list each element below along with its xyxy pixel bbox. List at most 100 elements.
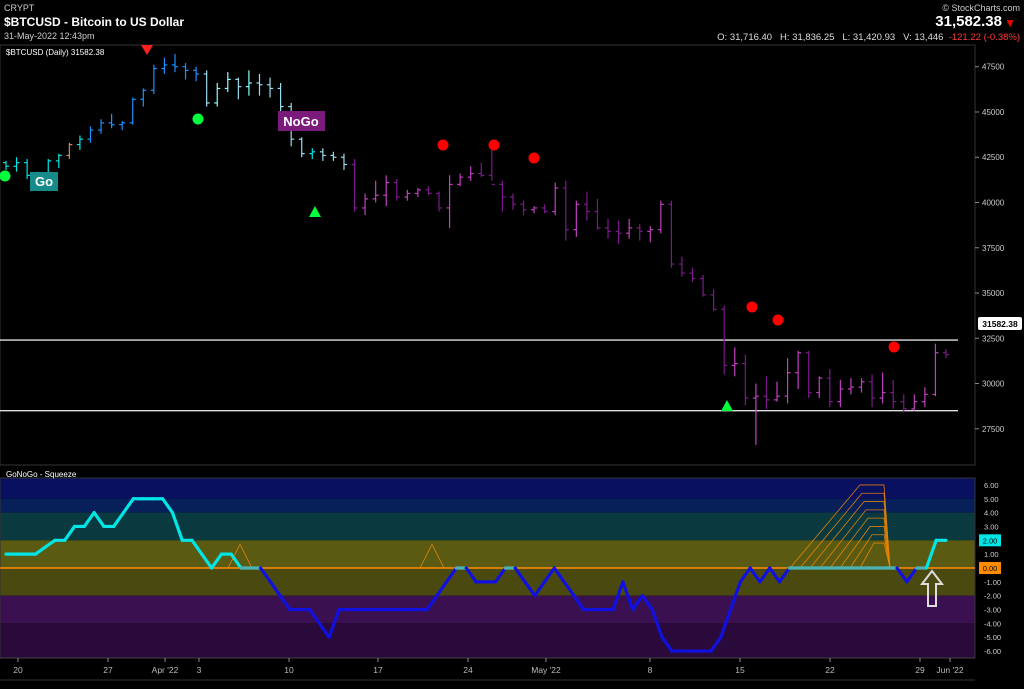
ohlc-bar <box>267 77 274 98</box>
x-tick-label: 27 <box>103 665 113 675</box>
ohlc-bar <box>700 274 707 297</box>
ohlc-bar <box>657 200 664 234</box>
ohlc-bar <box>552 182 559 216</box>
ohlc-bar <box>826 369 833 408</box>
osc-y-tick-label: 6.00 <box>984 481 999 490</box>
oscillator-line-segment <box>513 566 527 584</box>
x-tick-label: 3 <box>197 665 202 675</box>
squeeze-cone-line <box>859 542 891 569</box>
ohlc-bar <box>340 153 347 170</box>
price-y-tick-label: 47500 <box>982 63 1005 72</box>
nogo-red-dot <box>488 139 500 151</box>
osc-y-tick-label: 5.00 <box>984 495 999 504</box>
oscillator-line-segment <box>709 635 723 653</box>
x-tick-label: 20 <box>13 665 23 675</box>
ohlc-bar <box>721 305 728 375</box>
oscillator-line-segment <box>621 580 635 612</box>
oscillator-line-segment <box>777 566 791 584</box>
ohlc-bar <box>362 193 369 216</box>
price-y-tick-label: 42500 <box>982 153 1005 162</box>
oscillator-band <box>0 498 975 513</box>
squeeze-cone-line <box>839 526 891 569</box>
ohlc-bar <box>531 206 538 214</box>
nogo-label-box <box>278 111 325 131</box>
ohlc-bar <box>457 173 464 187</box>
ohlc-bar <box>309 148 316 160</box>
ohlc-bar <box>784 358 791 404</box>
x-tick-label: 10 <box>284 665 294 675</box>
ohlc-bar <box>478 162 485 178</box>
ohlc-bar <box>615 220 622 245</box>
oscillator-line-segment <box>445 566 459 584</box>
ohlc-bar <box>509 193 516 210</box>
oscillator-line-segment <box>43 538 57 549</box>
last-price: 31,582.38 <box>935 13 1002 30</box>
ohlc-bar <box>573 200 580 237</box>
ohlc-bar <box>900 394 907 413</box>
oscillator-line-segment <box>92 511 106 529</box>
osc-y-tick-label: 3.00 <box>984 522 999 531</box>
ohlc-bar <box>3 160 9 170</box>
small-squeeze-cone <box>227 543 253 569</box>
osc-y-tick-label: -4.00 <box>984 619 1001 628</box>
x-tick-label: 24 <box>463 665 473 675</box>
oscillator-line-segment <box>307 607 321 625</box>
ohlc-bar <box>161 57 168 74</box>
oscillator-line-segment <box>768 566 782 584</box>
ohlc-bar <box>182 63 189 80</box>
high-value: H: 31,836.25 <box>780 32 835 43</box>
ohlc-bar <box>541 204 548 214</box>
ohlc-bar <box>140 88 147 107</box>
nogo-red-dot <box>437 139 449 151</box>
ohlc-bar <box>742 354 749 406</box>
ohlc-bar <box>298 137 305 158</box>
symbol-title: $BTCUSD - Bitcoin to US Dollar <box>4 15 185 29</box>
ohlc-bar <box>193 66 200 82</box>
oscillator-line-segment <box>170 511 184 542</box>
oscillator-band <box>0 512 975 541</box>
oscillator-line-segment <box>552 566 566 584</box>
squeeze-cone <box>227 484 891 569</box>
oscillator-line-segment <box>895 566 909 584</box>
ohlc-bar <box>869 374 876 408</box>
nogo-red-dot <box>888 341 900 353</box>
osc-y-tick-label: -3.00 <box>984 606 1001 615</box>
change-value: -121.22 (-0.38%) <box>948 32 1020 43</box>
oscillator-line-segment <box>268 580 282 598</box>
oscillator-line-segment <box>425 594 439 612</box>
ohlc-readout: O: 31,716.40 H: 31,836.25 L: 31,420.93 V… <box>717 32 1020 43</box>
osc-y-tick-label: 1.00 <box>984 550 999 559</box>
oscillator-line-segment <box>562 580 576 598</box>
ohlc-bar <box>837 379 844 408</box>
oscillator-line-segment <box>758 566 772 584</box>
oscillator-line-segment <box>229 552 243 570</box>
nogo-label: NoGo <box>283 114 318 129</box>
ohlc-bar <box>55 153 62 169</box>
ohlc-bar <box>414 188 421 198</box>
ohlc-bar <box>499 180 506 212</box>
osc-y-tick-label: -2.00 <box>984 592 1001 601</box>
ohlc-bar <box>13 157 20 172</box>
ohlc-bar <box>594 198 601 230</box>
green-triangle <box>721 400 733 411</box>
x-tick-label: 29 <box>915 665 925 675</box>
oscillator-line-segment <box>278 594 292 612</box>
ohlc-bar <box>203 70 210 107</box>
oscillator-line-segment <box>200 552 214 570</box>
ohlc-bar <box>605 218 612 239</box>
price-y-tick-label: 35000 <box>982 289 1005 298</box>
open-value: O: 31,716.40 <box>717 32 773 43</box>
osc-y-tick-label: 4.00 <box>984 509 999 518</box>
ohlc-bar <box>214 83 221 107</box>
price-y-tick-label: 32500 <box>982 334 1005 343</box>
oscillator-line-segment <box>493 566 507 584</box>
oscillator-line-segment <box>258 566 272 584</box>
oscillator-line-segment <box>719 607 733 639</box>
ohlc-bar <box>425 186 432 196</box>
osc-y-tick-label: -5.00 <box>984 633 1001 642</box>
x-tick-label: 8 <box>648 665 653 675</box>
ohlc-bar <box>383 175 390 207</box>
ohlc-bar <box>277 83 284 112</box>
oscillator-line-segment <box>327 607 341 639</box>
ohlc-bar <box>108 113 115 129</box>
